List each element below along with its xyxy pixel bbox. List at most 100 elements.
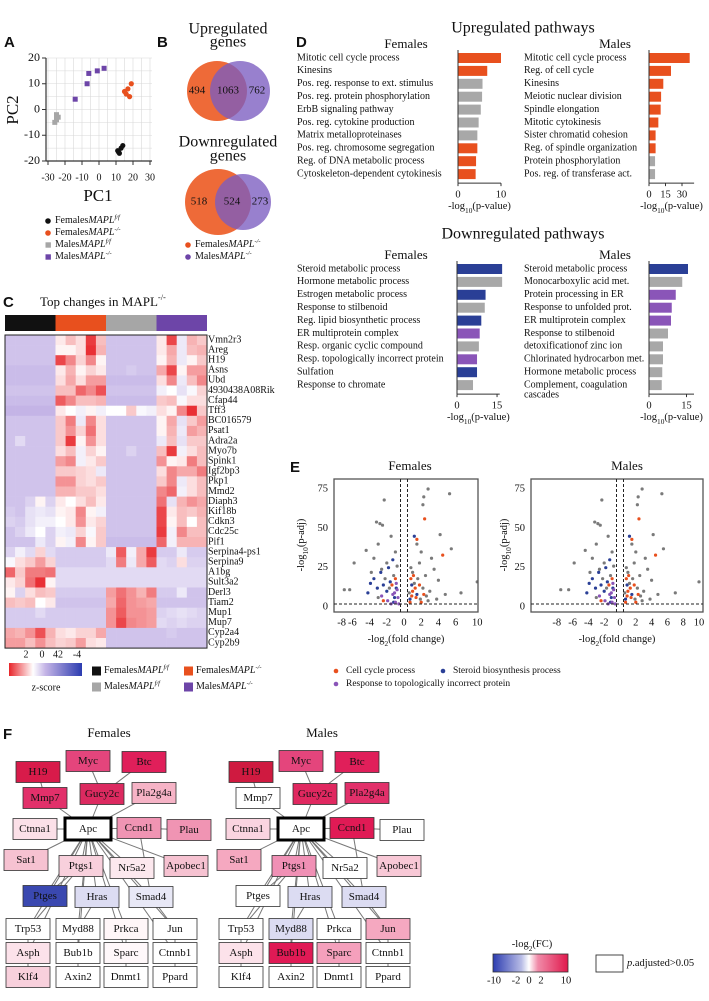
heatmap-cell [75,385,87,396]
x-tick-label: 2 [633,617,638,628]
heatmap-cell [45,607,56,619]
volcano-point-g [642,589,646,593]
heatmap-cell [136,466,147,477]
volcano-point-g [429,556,434,560]
gene-node-box [365,942,411,964]
heatmap-cell [75,446,87,457]
text-part: (p-value) [472,202,511,213]
bar-topo [649,315,671,326]
heatmap-cell [106,617,117,629]
text-part: MAPL [78,239,106,250]
text-part: Females [196,665,229,676]
pathway-label: Mitotic cytokinesis [524,117,601,128]
heatmap-cell [65,526,76,538]
venn-count-female_only: 518 [191,196,208,208]
gene-node-label: Bub1b [276,947,306,959]
heatmap-cell [25,607,36,619]
heatmap-cell [156,476,167,487]
heatmap-cell [186,547,198,558]
heatmap-cell [65,436,76,447]
text-part: (fold change) [599,634,656,645]
bar-other [649,156,656,167]
heatmap-cell [5,405,16,417]
heatmap-cell [65,405,76,417]
legend-swatch [92,682,101,692]
x-tick-label: 20 [128,172,138,183]
heatmap-cell [75,557,87,568]
y-axis-label: PC2 [3,95,22,124]
gene-node-label: Myd88 [275,923,307,935]
data-point [84,81,90,87]
heatmap-cell [136,526,147,538]
heatmap-cell [35,557,46,568]
heatmap-cell [85,567,97,578]
heatmap-cell [186,355,198,366]
heatmap-cell [146,365,157,376]
text-part: (p-adj) [296,518,307,547]
gene-label: Asns [208,365,228,376]
volcano-point-g [588,570,592,574]
volcano-point-g [604,586,609,590]
text-part: MAPL [218,251,246,262]
volcano-point-g [601,577,605,581]
heatmap-cell [25,627,36,639]
legend-label: Steroid biosynthesis process [453,666,561,676]
heatmap-cell [136,446,147,457]
heatmap-cell [126,577,137,588]
heatmap-cell [15,405,26,417]
heatmap-cell [126,456,137,467]
volcano-point-g [632,561,636,565]
heatmap-cell [176,335,188,346]
data-point [128,81,134,87]
gene-node-btc: Btc [121,751,167,773]
volcano-point-g [572,561,576,565]
heatmap-cell [55,335,66,346]
y-tick-label: 50 [318,523,329,534]
gene-node-h19: H19 [228,761,274,783]
volcano-point-g [661,547,666,551]
gene-node-box [341,886,387,908]
heatmap-cell [35,345,46,356]
pathway-label: ErbB signaling pathway [297,104,394,115]
volcano-point-g [443,592,447,597]
heatmap-cell [25,496,36,507]
heatmap-cell [85,385,97,396]
pathway-label: Steroid metabolic process [524,263,627,274]
volcano-point-g [436,578,440,582]
heatmap-cell [196,405,208,417]
gene-label: Myo7b [208,445,237,456]
gene-node-box [22,885,68,907]
gene-node-label: Gucy2c [298,788,332,800]
heatmap-cell [166,516,177,528]
heatmap-cell [5,627,16,639]
colorbar-tick: -4 [73,649,81,660]
venn-count-male_only: 273 [252,196,269,208]
y-tick-label: 25 [515,562,526,573]
heatmap-cell [45,405,56,417]
chart-subtitle: Females [384,247,427,262]
heatmap-cell [196,466,208,477]
text-part: Females [55,227,88,238]
volcano-point-p [386,599,390,603]
text-part: -log [296,554,307,572]
heatmap-cell [126,486,137,497]
volcano-point-o [599,599,603,603]
heatmap-cell [15,365,26,376]
gene-node-label: Ctnna1 [232,823,264,835]
text-part: MAPL [227,239,255,250]
text-part: Males [196,681,221,692]
heatmap-cell [116,526,127,538]
heatmap-cell [25,617,36,629]
y-tick-label: -10 [24,127,40,141]
gene-label: A1bg [208,567,230,578]
heatmap-cell [166,486,177,497]
volcano-point-g [423,573,428,578]
gene-node-box [5,918,51,940]
gene-label: H19 [208,355,225,366]
heatmap-cell [55,587,66,598]
heatmap-cell [65,577,76,588]
x-axis-label: -log2(fold change) [368,634,445,648]
heatmap-cell [45,627,56,639]
gene-node-box [79,783,125,805]
